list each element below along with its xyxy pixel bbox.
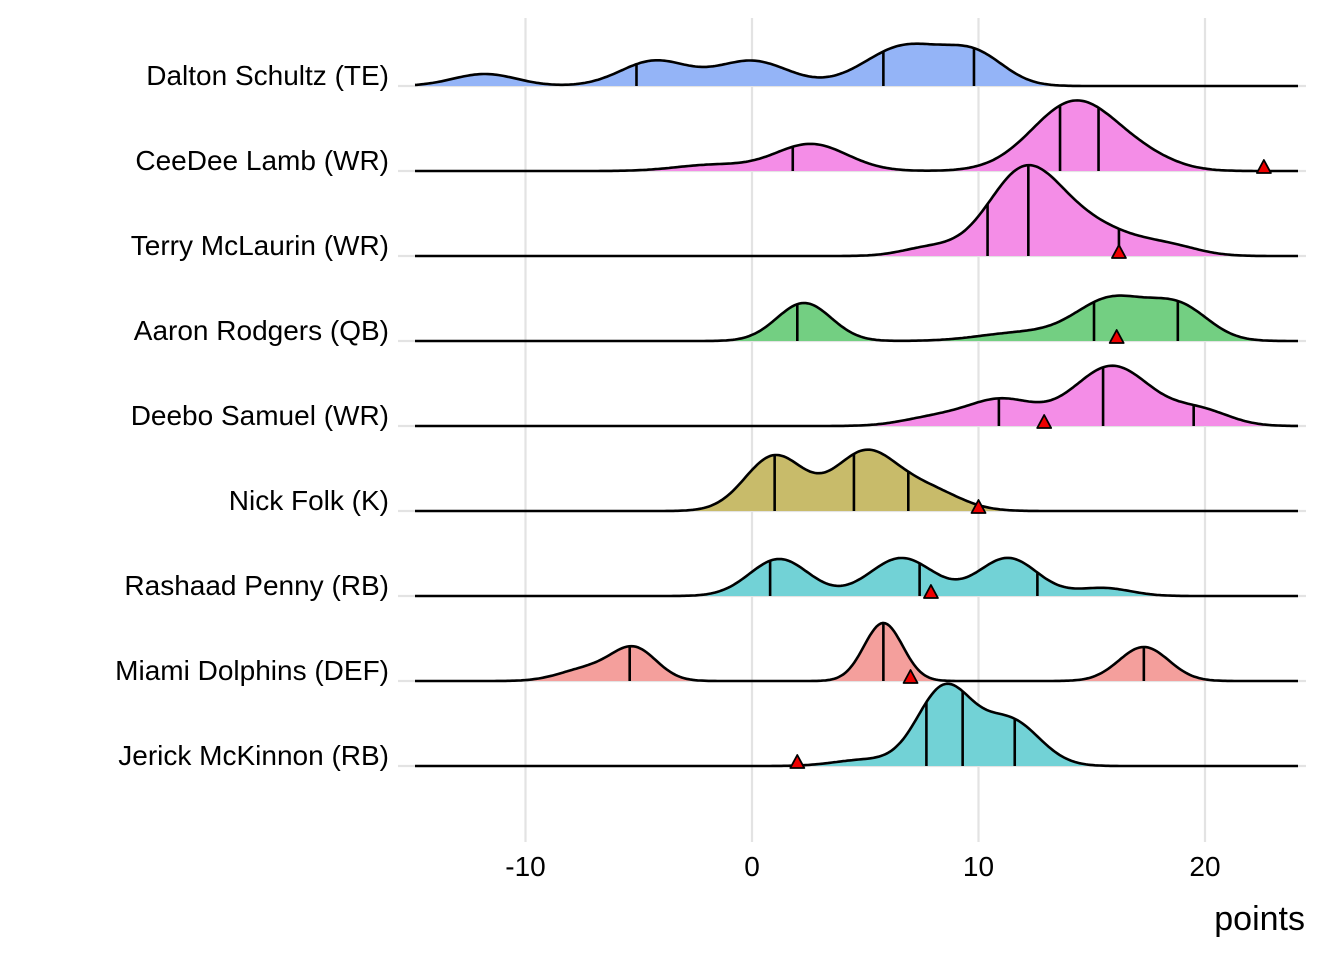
density-area — [415, 623, 1298, 681]
y-axis-label: Jerick McKinnon (RB) — [118, 740, 389, 771]
density-area — [415, 557, 1298, 596]
actual-points-marker — [923, 584, 939, 599]
density-area — [415, 295, 1298, 341]
actual-points-marker — [789, 754, 806, 769]
y-axis-label: Miami Dolphins (DEF) — [115, 655, 389, 686]
x-tick-label: 10 — [963, 851, 994, 882]
actual-points-marker — [970, 499, 987, 514]
y-axis-label: Aaron Rodgers (QB) — [134, 315, 389, 346]
density-area — [415, 449, 1298, 511]
ridge-rashaad-penny-rb — [415, 556, 1298, 599]
density-area — [415, 165, 1298, 256]
density-outline — [415, 448, 1298, 513]
density-outline — [415, 99, 1298, 173]
density-outline — [415, 364, 1298, 428]
x-axis-labels: -10 0 10 20 — [505, 851, 1220, 882]
density-area — [415, 43, 1298, 86]
density-outline — [415, 556, 1298, 598]
x-tick-label: 0 — [744, 851, 760, 882]
density-outline — [415, 294, 1298, 343]
actual-points-marker — [1111, 244, 1127, 259]
y-axis-label: Terry McLaurin (WR) — [131, 230, 389, 261]
actual-points-marker — [1108, 329, 1125, 344]
density-outline — [415, 163, 1298, 258]
y-axis-label: Deebo Samuel (WR) — [131, 400, 389, 431]
ridge-miami-dolphins-def — [415, 621, 1298, 684]
y-axis-label: Dalton Schultz (TE) — [146, 60, 389, 91]
ridge-ceedee-lamb-wr — [415, 99, 1298, 174]
gridlines — [398, 18, 1306, 842]
y-axis-label: Rashaad Penny (RB) — [124, 570, 389, 601]
ridge-terry-mclaurin-wr — [415, 163, 1298, 259]
density-outline — [415, 621, 1298, 683]
y-axis-label: Nick Folk (K) — [229, 485, 389, 516]
actual-points-marker — [902, 669, 919, 684]
ridge-nick-folk-k — [415, 448, 1298, 514]
y-axis-label: CeeDee Lamb (WR) — [135, 145, 389, 176]
ridges — [414, 42, 1298, 769]
density-outline — [415, 682, 1298, 768]
ridge-dalton-schultz-te — [414, 42, 1298, 88]
x-axis-title: points — [1214, 900, 1305, 938]
actual-points-marker — [1036, 414, 1053, 429]
ridge-jerick-mckinnon-rb — [415, 682, 1298, 769]
x-tick-label: -10 — [505, 851, 545, 882]
ridge-deebo-samuel-wr — [415, 364, 1298, 429]
y-axis-labels: Dalton Schultz (TE) CeeDee Lamb (WR) Terry… — [115, 60, 389, 771]
density-outline — [414, 42, 1298, 88]
density-area — [415, 683, 1298, 766]
x-tick-label: 20 — [1189, 851, 1220, 882]
actual-points-marker — [1255, 159, 1272, 174]
density-area — [415, 365, 1298, 426]
ridge-aaron-rodgers-qb — [415, 294, 1298, 344]
density-area — [415, 100, 1298, 171]
